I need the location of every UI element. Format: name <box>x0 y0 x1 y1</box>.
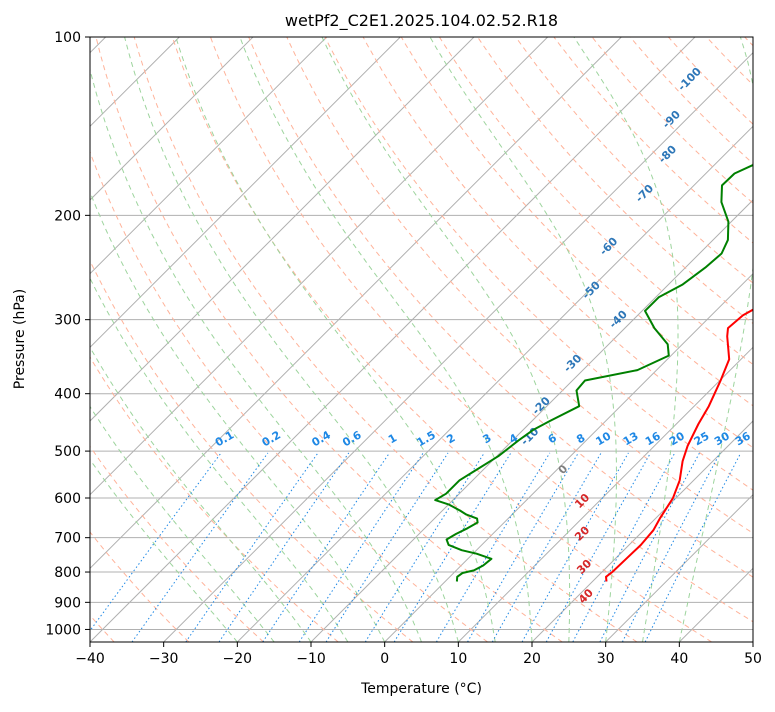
x-tick-label: 20 <box>523 651 541 667</box>
x-tick-label: 0 <box>380 651 389 667</box>
x-tick-label: −20 <box>223 651 253 667</box>
y-tick-label: 100 <box>54 30 81 46</box>
x-tick-label: 30 <box>597 651 615 667</box>
x-tick-label: 10 <box>449 651 467 667</box>
y-tick-label: 700 <box>54 531 81 547</box>
x-tick-label: 40 <box>670 651 688 667</box>
y-tick-label: 200 <box>54 208 81 224</box>
chart-title: wetPf2_C2E1.2025.104.02.52.R18 <box>285 11 558 31</box>
y-tick-label: 800 <box>54 565 81 581</box>
y-tick-label: 300 <box>54 313 81 329</box>
x-tick-label: −10 <box>296 651 326 667</box>
x-tick-label: 50 <box>744 651 762 667</box>
y-tick-label: 500 <box>54 444 81 460</box>
y-tick-label: 1000 <box>45 622 81 638</box>
x-tick-label: −30 <box>149 651 179 667</box>
x-axis-label: Temperature (°C) <box>360 681 482 697</box>
y-tick-label: 400 <box>54 387 81 403</box>
y-tick-label: 900 <box>54 595 81 611</box>
y-tick-label: 600 <box>54 491 81 507</box>
y-axis-label: Pressure (hPa) <box>12 289 28 389</box>
x-tick-label: −40 <box>75 651 105 667</box>
